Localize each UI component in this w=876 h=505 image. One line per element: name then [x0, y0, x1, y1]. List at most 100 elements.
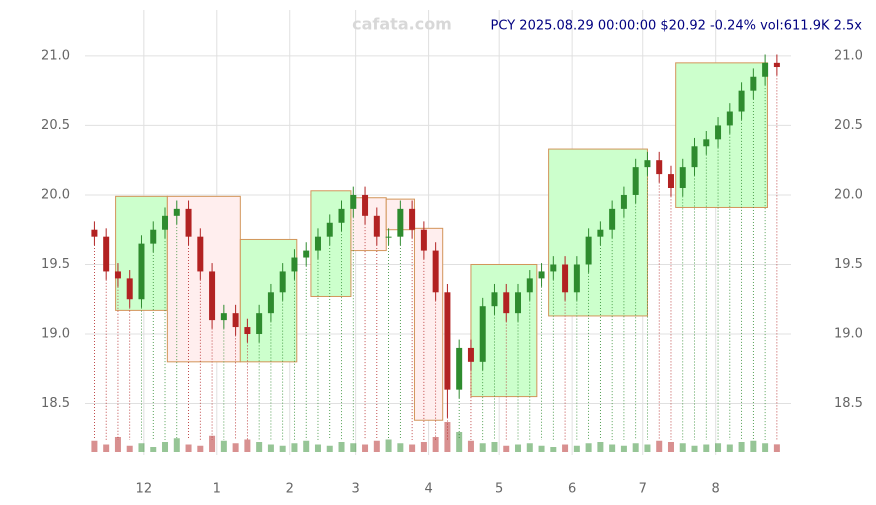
candle-body [773, 62, 780, 68]
volume-bar [773, 444, 780, 452]
range-box [166, 195, 241, 363]
volume-bar [220, 440, 227, 452]
volume-bar [138, 443, 145, 452]
candle-body [362, 194, 369, 216]
volume-bar [679, 443, 686, 452]
volume-bar [314, 444, 321, 452]
volume-bar [173, 438, 180, 452]
candle-body [491, 292, 498, 307]
volume-bar [409, 444, 416, 452]
volume-bar [303, 440, 310, 452]
x-tick-label: 5 [495, 482, 503, 497]
volume-bar [350, 443, 357, 452]
candle-body [291, 257, 298, 272]
candle-body [279, 271, 286, 293]
y-tick-label-right: 20.0 [834, 187, 863, 202]
volume-bar [103, 444, 110, 452]
volume-bar [114, 437, 121, 452]
y-tick-label: 20.5 [41, 118, 70, 133]
candle-body [432, 250, 439, 293]
y-tick-label-right: 21.0 [834, 48, 863, 63]
y-tick-label-right: 19.5 [834, 257, 863, 272]
volume-bar [279, 445, 286, 452]
candle-body [762, 62, 769, 77]
candle-body [338, 208, 345, 223]
volume-bar [197, 445, 204, 452]
y-tick-label: 21.0 [41, 48, 70, 63]
volume-bar [726, 444, 733, 452]
candle-body [444, 292, 451, 390]
volume-bar [479, 443, 486, 452]
x-tick-label: 7 [639, 482, 647, 497]
y-tick-label-right: 18.5 [834, 396, 863, 411]
x-tick-label: 3 [351, 482, 359, 497]
volume-bar [667, 442, 674, 452]
volume-bar [126, 445, 133, 452]
volume-bar [420, 442, 427, 452]
candle-body [385, 236, 392, 238]
candle-body [467, 347, 474, 362]
candle-body [126, 278, 133, 300]
candle-body [91, 229, 98, 237]
volume-bar [762, 443, 769, 452]
volume-bar [444, 422, 451, 452]
candle-layer [91, 54, 780, 418]
volume-bar [632, 443, 639, 452]
volume-bar [738, 442, 745, 452]
candle-body [244, 327, 251, 335]
candle-body [620, 194, 627, 209]
y-tick-label-right: 20.5 [834, 118, 863, 133]
x-tick-label: 2 [286, 482, 294, 497]
volume-bar [515, 444, 522, 452]
volume-bar [562, 444, 569, 452]
candle-body [597, 229, 604, 237]
candle-body [150, 229, 157, 244]
volume-bar [209, 435, 216, 452]
volume-bar [373, 440, 380, 452]
volume-bar [620, 445, 627, 452]
volume-bar [338, 442, 345, 452]
volume-bar [467, 440, 474, 452]
volume-bar [91, 440, 98, 452]
candle-body [750, 76, 757, 91]
candle-body [538, 271, 545, 279]
candle-body [138, 243, 145, 300]
candle-body [173, 208, 180, 216]
candle-body [103, 236, 110, 272]
volume-bar [432, 437, 439, 452]
volume-bar [597, 442, 604, 452]
candle-body [256, 313, 263, 335]
candle-body [209, 271, 216, 321]
candle-body [397, 208, 404, 237]
candle-body [420, 229, 427, 251]
candle-body [644, 160, 651, 168]
volume-bar [326, 445, 333, 452]
chart-title: PCY 2025.08.29 00:00:00 $20.92 -0.24% vo… [491, 19, 863, 34]
volume-bar [703, 444, 710, 452]
volume-bar [267, 444, 274, 452]
y-tick-label: 20.0 [41, 187, 70, 202]
volume-bar [150, 447, 157, 452]
volume-bar [609, 444, 616, 452]
volume-bar [385, 439, 392, 452]
volume-bar [585, 443, 592, 452]
y-tick-label: 19.0 [41, 327, 70, 342]
y-tick-label: 18.5 [41, 396, 70, 411]
volume-bar [162, 442, 169, 452]
candle-body [303, 250, 310, 258]
candle-body [409, 208, 416, 230]
candle-body [573, 264, 580, 293]
candle-body [326, 222, 333, 237]
candle-body [114, 271, 121, 279]
range-box [350, 197, 387, 252]
volume-bar [691, 445, 698, 452]
candle-body [350, 194, 357, 209]
candle-body [373, 215, 380, 237]
candle-body [314, 236, 321, 251]
x-tick-label: 12 [136, 482, 153, 497]
x-tick-label: 8 [712, 482, 720, 497]
x-tick-label: 1 [213, 482, 221, 497]
volume-bar [573, 445, 580, 452]
candle-body [220, 313, 227, 321]
